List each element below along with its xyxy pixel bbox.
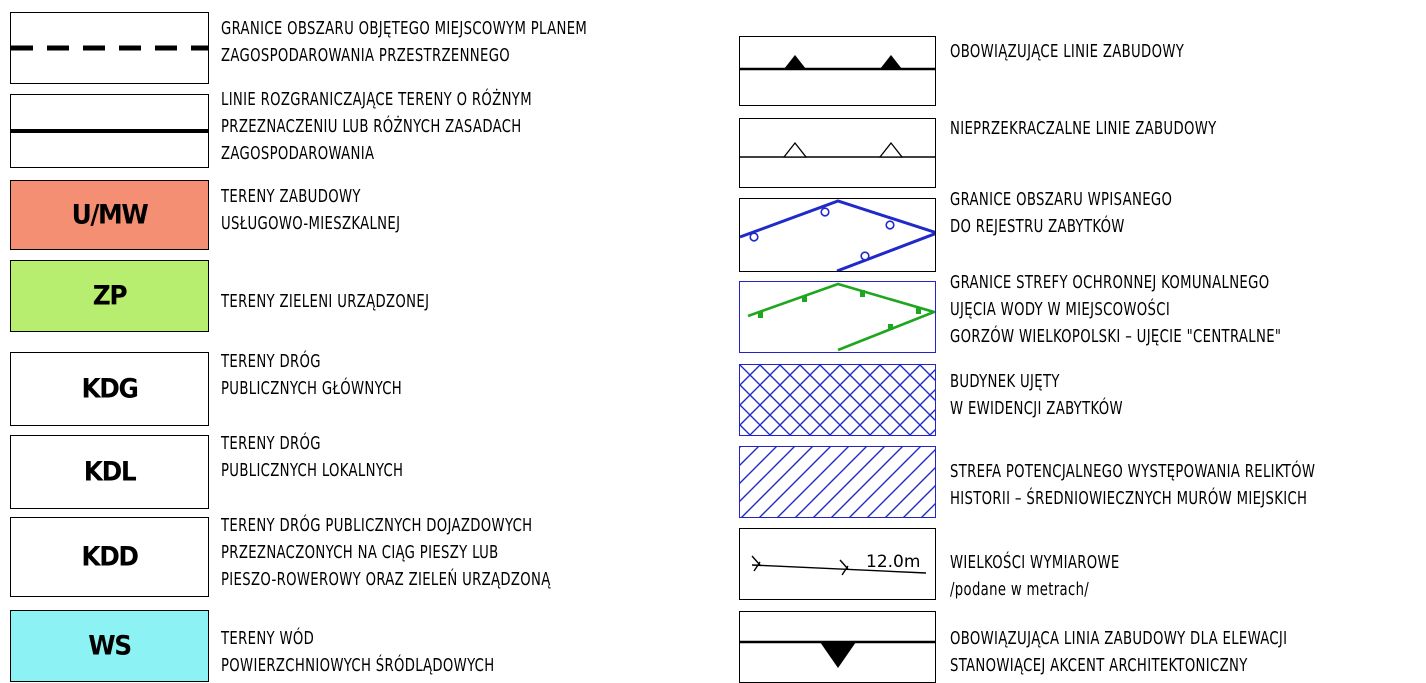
legend-text-monument-register-boundary: GRANICE OBSZARU WPISANEGO DO REJESTRU ZA…	[950, 187, 1172, 241]
dimension-value: 12.0m	[866, 552, 920, 572]
legend-text-accent-building-line: OBOWIĄZUJĄCA LINIA ZABUDOWY DLA ELEWACJI…	[950, 626, 1287, 680]
legend-symbol-listed-building	[739, 364, 936, 436]
green-boundary-icon	[747, 282, 935, 352]
legend-line: W EWIDENCJI ZABYTKÓW	[950, 399, 1123, 419]
legend-text-kdg: TERENY DRÓG PUBLICZNYCH GŁÓWNYCH	[221, 349, 402, 403]
legend-line: DO REJESTRU ZABYTKÓW	[950, 217, 1125, 237]
legend-line: OBOWIĄZUJĄCE LINIE ZABUDOWY	[950, 42, 1185, 62]
dimension-line-icon: 12.0m	[751, 552, 927, 576]
legend-line: POWIERZCHNIOWYCH ŚRÓDLĄDOWYCH	[221, 656, 495, 676]
filled-triangle-line-icon	[740, 55, 935, 71]
legend-line: /podane w metrach/	[950, 580, 1090, 600]
legend-line: OBOWIĄZUJĄCA LINIA ZABUDOWY DLA ELEWACJI	[950, 629, 1288, 649]
zone-code: KDL	[83, 456, 137, 488]
zone-code: U/MW	[71, 199, 149, 231]
legend-symbol-obligatory-building-line	[739, 36, 936, 106]
legend-line: ZAGOSPODAROWANIA	[221, 144, 375, 164]
legend-line: HISTORII – ŚREDNIOWIECZNYCH MURÓW MIEJSK…	[950, 489, 1308, 509]
legend-symbol-plan-boundary	[10, 12, 209, 84]
legend-text-relics-zone: STREFA POTENCJALNEGO WYSTĘPOWANIA RELIKT…	[950, 459, 1315, 513]
legend-symbol-dimensions: 12.0m	[739, 528, 936, 600]
legend-text-obligatory-building-line: OBOWIĄZUJĄCE LINIE ZABUDOWY	[950, 39, 1184, 66]
legend-line: NIEPRZEKRACZALNE LINIE ZABUDOWY	[950, 119, 1217, 139]
legend-text-umw: TERENY ZABUDOWY USŁUGOWO-MIESZKALNEJ	[221, 184, 400, 238]
legend-text-zp: TERENY ZIELENI URZĄDZONEJ	[221, 289, 429, 316]
legend-line: TERENY ZABUDOWY	[221, 187, 361, 207]
legend-symbol-zp: ZP	[10, 260, 209, 332]
diagonal-hatch-icon	[740, 447, 935, 517]
legend-text-listed-building: BUDYNEK UJĘTY W EWIDENCJI ZABYTKÓW	[950, 369, 1123, 423]
solid-line-icon	[11, 129, 208, 133]
legend-line: TERENY DRÓG	[221, 352, 321, 372]
legend-line: TERENY DRÓG PUBLICZNYCH DOJAZDOWYCH	[221, 516, 533, 536]
outline-triangle-line-icon	[740, 141, 935, 158]
legend-line: WIELKOŚCI WYMIAROWE	[950, 553, 1120, 573]
crosshatch-icon	[740, 365, 935, 435]
legend-symbol-demarcation-line	[10, 94, 209, 168]
legend-symbol-kdd: KDD	[10, 517, 209, 597]
legend-line: BUDYNEK UJĘTY	[950, 372, 1060, 392]
legend-line: PRZEZNACZONYCH NA CIĄG PIESZY LUB	[221, 543, 499, 563]
legend-text-kdd: TERENY DRÓG PUBLICZNYCH DOJAZDOWYCH PRZE…	[221, 513, 551, 594]
legend-line: TERENY WÓD	[221, 629, 315, 649]
legend-symbol-water-protection-zone	[739, 281, 936, 353]
zone-code: ZP	[92, 280, 128, 312]
legend-symbol-umw: U/MW	[10, 180, 209, 250]
legend-line: STREFA POTENCJALNEGO WYSTĘPOWANIA RELIKT…	[950, 462, 1316, 482]
legend-text-water-protection-zone: GRANICE STREFY OCHRONNEJ KOMUNALNEGO UJĘ…	[950, 270, 1281, 351]
legend-line: PIESZO-ROWEROWY ORAZ ZIELEŃ URZĄDZONĄ	[221, 570, 551, 590]
legend-text-kdl: TERENY DRÓG PUBLICZNYCH LOKALNYCH	[221, 431, 403, 485]
blue-boundary-icon	[740, 199, 935, 271]
legend-line: USŁUGOWO-MIESZKALNEJ	[221, 214, 401, 234]
inverted-triangle-line-icon	[740, 640, 935, 668]
legend-line: PUBLICZNYCH GŁÓWNYCH	[221, 379, 403, 399]
legend-text-ws: TERENY WÓD POWIERZCHNIOWYCH ŚRÓDLĄDOWYCH	[221, 626, 495, 680]
legend-line: GRANICE OBSZARU OBJĘTEGO MIEJSCOWYM PLAN…	[221, 19, 588, 39]
legend-line: GORZÓW WIELKOPOLSKI – UJĘCIE "CENTRALNE"	[950, 327, 1282, 347]
legend-line: TERENY ZIELENI URZĄDZONEJ	[221, 292, 430, 312]
legend-symbol-accent-building-line	[739, 611, 936, 683]
legend-line: GRANICE STREFY OCHRONNEJ KOMUNALNEGO	[950, 273, 1270, 293]
legend-line: LINIE ROZGRANICZAJĄCE TERENY O RÓŻNYM	[221, 90, 532, 110]
legend-text-dimensions: WIELKOŚCI WYMIAROWE /podane w metrach/	[950, 550, 1120, 604]
zone-code: KDG	[81, 373, 138, 405]
legend-symbol-kdl: KDL	[10, 435, 209, 509]
zone-code: WS	[88, 630, 132, 662]
legend-symbol-kdg: KDG	[10, 352, 209, 426]
legend-symbol-ws: WS	[10, 610, 209, 682]
legend-line: TERENY DRÓG	[221, 434, 321, 454]
legend-text-nonexceedable-building-line: NIEPRZEKRACZALNE LINIE ZABUDOWY	[950, 116, 1217, 143]
legend-symbol-relics-zone	[739, 446, 936, 518]
dashed-line-icon	[11, 45, 208, 51]
legend-text-plan-boundary: GRANICE OBSZARU OBJĘTEGO MIEJSCOWYM PLAN…	[221, 16, 587, 70]
legend-line: PRZEZNACZENIU LUB RÓŻNYCH ZASADACH	[221, 117, 522, 137]
legend-symbol-monument-register-boundary	[739, 198, 936, 272]
legend-symbol-nonexceedable-building-line	[739, 118, 936, 188]
legend-text-demarcation-line: LINIE ROZGRANICZAJĄCE TERENY O RÓŻNYM PR…	[221, 87, 532, 168]
legend-line: GRANICE OBSZARU WPISANEGO	[950, 190, 1173, 210]
legend-line: UJĘCIA WODY W MIEJSCOWOŚCI	[950, 300, 1171, 320]
legend-line: PUBLICZNYCH LOKALNYCH	[221, 461, 404, 481]
legend-line: STANOWIĄCEJ AKCENT ARCHITEKTONICZNY	[950, 656, 1248, 676]
legend-line: ZAGOSPODAROWANIA PRZESTRZENNEGO	[221, 46, 511, 66]
zone-code: KDD	[81, 541, 139, 573]
